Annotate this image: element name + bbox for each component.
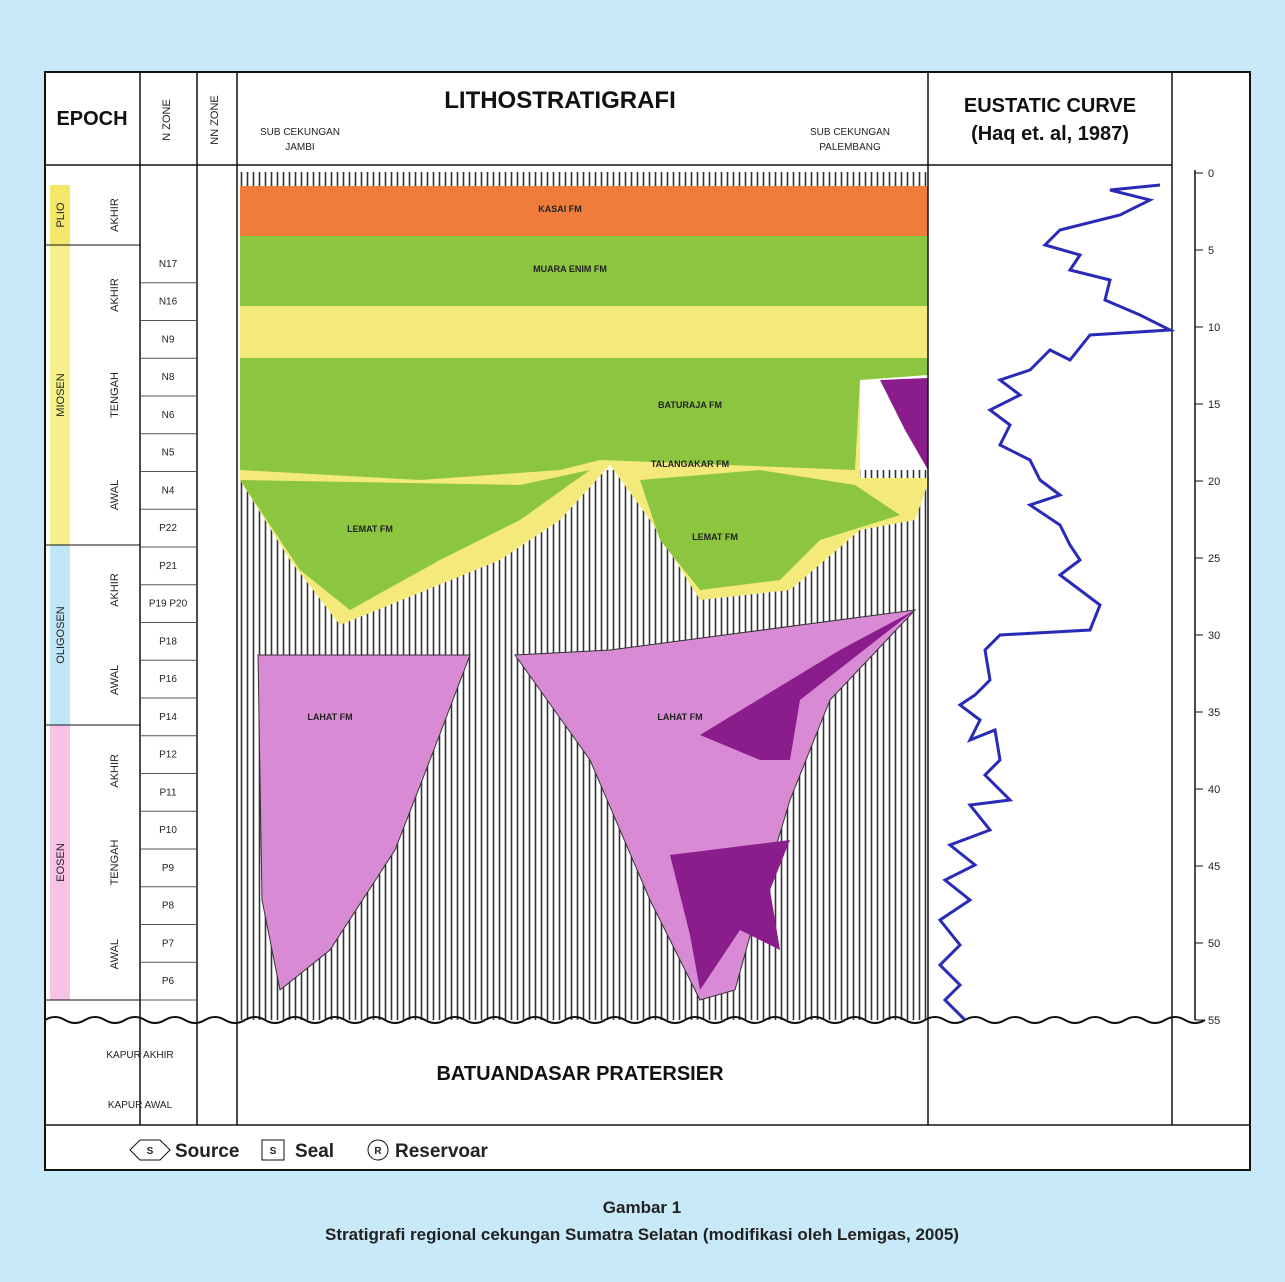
header: EPOCH xyxy=(56,108,127,130)
epoch-label: MIOSEN xyxy=(55,373,67,416)
header: NN ZONE xyxy=(209,95,221,145)
figure: EPOCH N ZONE NN ZONE LITHOSTRATIGRAFI SU… xyxy=(0,0,1285,1277)
legend-symbol-text: S xyxy=(147,1146,154,1157)
scale-label: 15 xyxy=(1208,399,1220,411)
basin-label: SUB CEKUNGAN xyxy=(260,127,340,138)
n-zone-label: N16 xyxy=(159,297,178,308)
sub-epoch-label: TENGAH xyxy=(109,372,121,418)
n-zone-label: N4 xyxy=(162,485,175,496)
n-zone-label: P16 xyxy=(159,674,177,685)
n-zone-label: N8 xyxy=(162,372,175,383)
scale-label: 10 xyxy=(1208,322,1220,334)
scale-label: 35 xyxy=(1208,707,1220,719)
sub-epoch-label: AWAL xyxy=(109,939,121,969)
n-zone-label: N6 xyxy=(162,410,175,421)
scale-label: 30 xyxy=(1208,630,1220,642)
scale-label: 45 xyxy=(1208,861,1220,873)
n-zone-label: P11 xyxy=(159,787,176,798)
n-zone-label: N9 xyxy=(162,334,175,345)
formation-label: KASAI FM xyxy=(538,204,582,214)
n-zone-label: P22 xyxy=(159,523,177,534)
basin-label: JAMBI xyxy=(285,142,314,153)
legend-label: Reservoar xyxy=(395,1141,489,1162)
n-zone-label: P19 P20 xyxy=(149,599,188,610)
n-zone-label: P21 xyxy=(159,561,177,572)
n-zone-label: P7 xyxy=(162,938,175,949)
sub-epoch-label: AKHIR xyxy=(109,754,121,788)
legend-symbol-text: R xyxy=(374,1146,382,1157)
epoch-label: OLIGOSEN xyxy=(55,606,67,664)
age-label: KAPUR AWAL xyxy=(108,1100,173,1111)
basement-label: BATUANDASAR PRATERSIER xyxy=(436,1063,724,1085)
formation-label: LAHAT FM xyxy=(657,712,702,722)
basin-label: PALEMBANG xyxy=(819,142,881,153)
sub-epoch-label: AKHIR xyxy=(109,573,121,607)
legend-label: Source xyxy=(175,1141,239,1162)
scale-label: 5 xyxy=(1208,245,1214,257)
sub-epoch-label: AWAL xyxy=(109,665,121,695)
baturaja-band xyxy=(240,358,928,480)
formation-label: BATURAJA FM xyxy=(658,400,722,410)
formation-label: MUARA ENIM FM xyxy=(533,264,607,274)
scale-label: 50 xyxy=(1208,938,1220,950)
header: LITHOSTRATIGRAFI xyxy=(444,87,676,114)
header: N ZONE xyxy=(161,99,173,141)
basin-label: SUB CEKUNGAN xyxy=(810,127,890,138)
scale-label: 25 xyxy=(1208,553,1220,565)
n-zone-label: P6 xyxy=(162,976,175,987)
n-zone-label: P10 xyxy=(159,825,177,836)
header: EUSTATIC CURVE xyxy=(964,95,1136,117)
n-zone-label: N17 xyxy=(159,259,178,270)
n-zone-label: P8 xyxy=(162,901,175,912)
n-zone-label: P12 xyxy=(159,750,177,761)
legend-label: Seal xyxy=(295,1141,334,1162)
formation-label: TALANGAKAR FM xyxy=(651,459,729,469)
scale-label: 55 xyxy=(1208,1015,1220,1027)
legend-symbol-text: S xyxy=(270,1146,277,1157)
epoch-label: EOSEN xyxy=(55,843,67,882)
sub-epoch-label: AWAL xyxy=(109,480,121,510)
n-zone-label: P14 xyxy=(159,712,177,723)
sub-epoch-label: AKHIR xyxy=(109,278,121,312)
scale-label: 40 xyxy=(1208,784,1220,796)
caption-title: Gambar 1 xyxy=(603,1198,681,1217)
kasai-band xyxy=(240,186,928,236)
scale-label: 0 xyxy=(1208,168,1214,180)
hatch-top xyxy=(240,172,928,186)
page: {"header":{"epoch":"EPOCH","n_zone":"N Z… xyxy=(0,0,1285,1282)
sub-epoch-label: AKHIR xyxy=(109,198,121,232)
sand-band xyxy=(240,306,928,358)
epoch-label: PLIO xyxy=(55,202,67,228)
scale-label: 20 xyxy=(1208,476,1220,488)
header: (Haq et. al, 1987) xyxy=(971,123,1129,145)
age-label: KAPUR AKHIR xyxy=(106,1050,173,1061)
formation-label: LAHAT FM xyxy=(307,712,352,722)
n-zone-label: P9 xyxy=(162,863,175,874)
formation-label: LEMAT FM xyxy=(347,524,393,534)
sub-epoch-label: TENGAH xyxy=(109,840,121,886)
n-zone-label: P18 xyxy=(159,636,177,647)
formation-label: LEMAT FM xyxy=(692,532,738,542)
caption-text: Stratigrafi regional cekungan Sumatra Se… xyxy=(325,1225,959,1244)
n-zone-label: N5 xyxy=(162,448,175,459)
